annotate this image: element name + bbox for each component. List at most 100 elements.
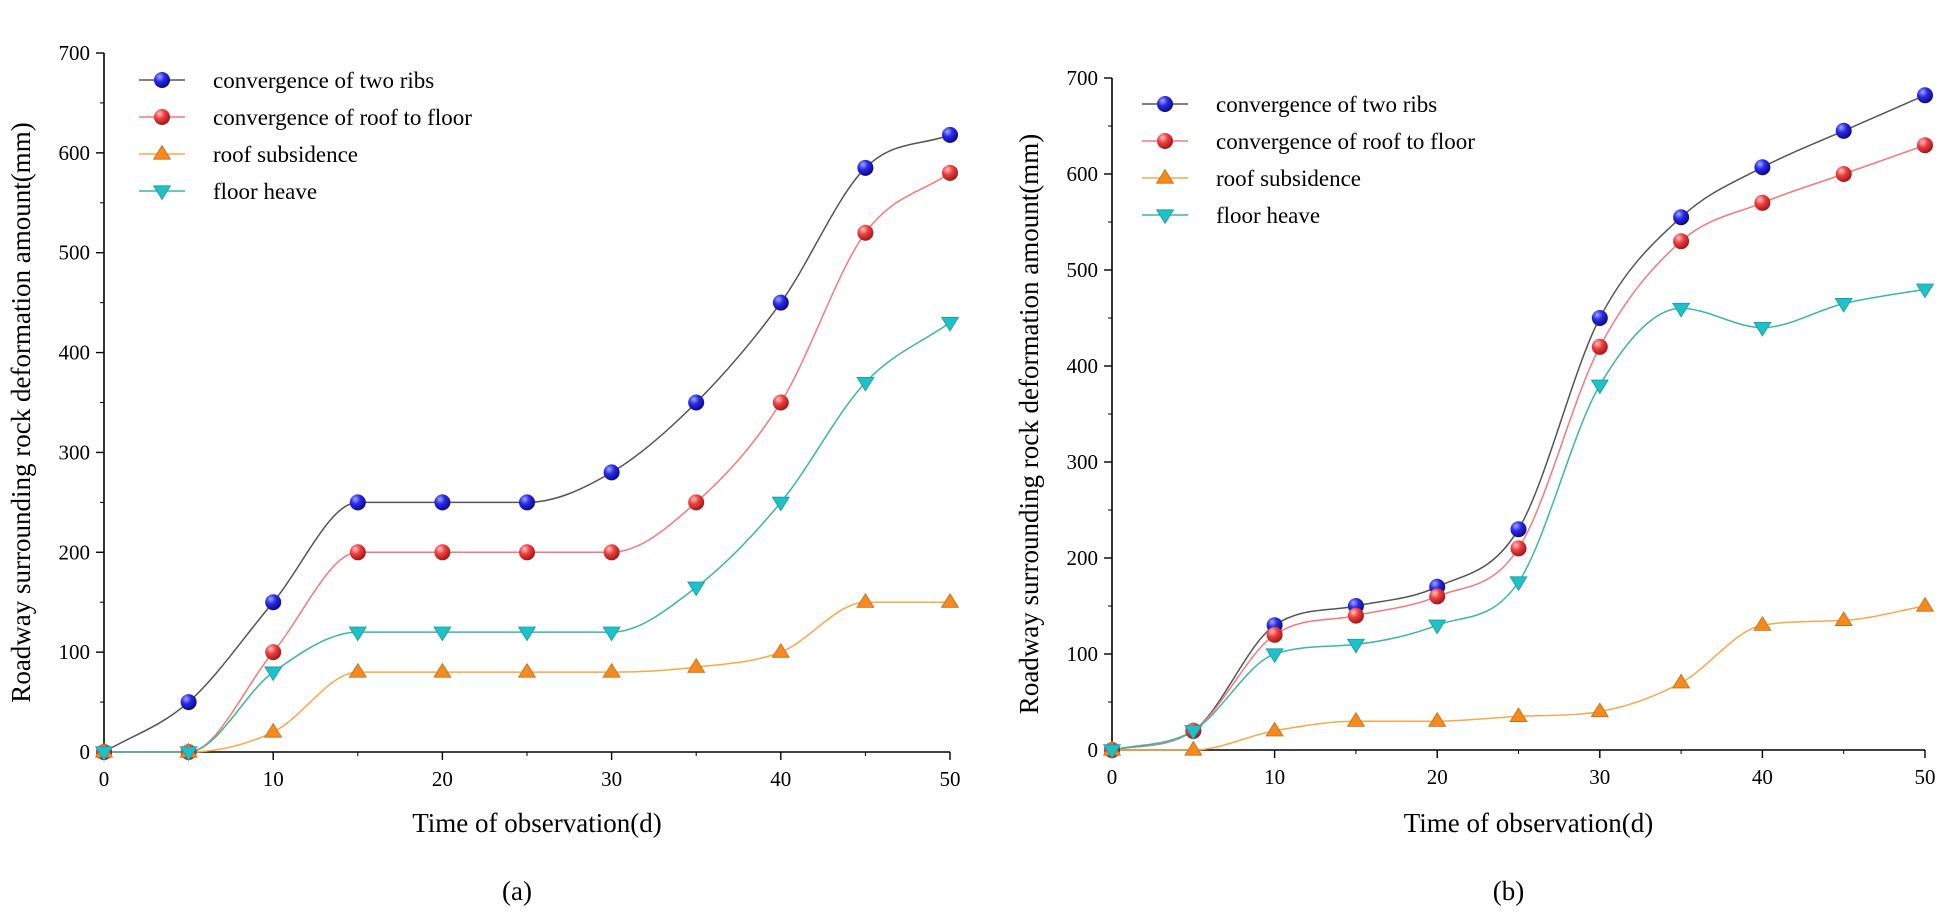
data-point-roof-subsidence-a — [264, 722, 283, 738]
data-point-floor-heave-b — [1915, 283, 1935, 299]
panel-label-b: (b) — [1493, 876, 1524, 906]
x-tick-label-b: 40 — [1752, 765, 1773, 789]
data-point-convergence-of-two-ribs-a — [349, 494, 366, 511]
data-point-floor-heave-b — [1428, 619, 1447, 635]
series-line-convergence-of-roof-to-floor-b — [1111, 144, 1926, 751]
legend-label-convergence-of-roof-to-floor-a: convergence of roof to floor — [213, 105, 472, 130]
data-point-convergence-of-roof-to-floor-a — [349, 544, 366, 561]
data-point-convergence-of-two-ribs-a — [688, 394, 705, 411]
legend-label-floor-heave-a: floor heave — [213, 179, 317, 204]
y-tick-label-b: 300 — [1067, 450, 1099, 474]
legend-marker-floor-heave-a — [152, 185, 172, 201]
data-point-floor-heave-b — [1346, 638, 1366, 654]
x-tick-label-a: 10 — [263, 767, 284, 791]
x-tick-label-b: 10 — [1264, 765, 1285, 789]
data-point-convergence-of-two-ribs-a — [603, 464, 620, 481]
x-axis-title-b: Time of observation(d) — [1404, 808, 1653, 838]
x-tick-label-b: 0 — [1107, 765, 1118, 789]
series-line-floor-heave-b — [1111, 288, 1926, 751]
legend-marker-roof-subsidence-a — [152, 144, 172, 160]
legend-item-convergence-of-roof-to-floor-b: convergence of roof to floor — [1142, 129, 1475, 154]
legend-label-roof-subsidence-a: roof subsidence — [213, 142, 358, 167]
legend-label-floor-heave-b: floor heave — [1216, 203, 1320, 228]
y-tick-label-a: 300 — [59, 440, 91, 464]
y-tick-label-b: 400 — [1067, 354, 1099, 378]
legend-label-convergence-of-roof-to-floor-b: convergence of roof to floor — [1216, 129, 1475, 154]
legend-item-floor-heave-b: floor heave — [1142, 203, 1320, 228]
x-tick-label-a: 30 — [601, 767, 622, 791]
y-tick-label-b: 200 — [1067, 546, 1099, 570]
data-point-roof-subsidence-b — [1915, 596, 1935, 612]
y-tick-label-b: 600 — [1067, 162, 1099, 186]
data-point-convergence-of-two-ribs-b — [1673, 209, 1690, 226]
data-point-floor-heave-a — [94, 746, 114, 762]
data-point-roof-subsidence-a — [940, 593, 960, 608]
legend-marker-roof-subsidence-b — [1155, 168, 1175, 184]
data-point-roof-subsidence-b — [1428, 712, 1447, 727]
data-point-convergence-of-two-ribs-b — [1917, 87, 1933, 104]
data-point-convergence-of-two-ribs-a — [265, 594, 282, 611]
y-tick-label-a: 600 — [59, 141, 91, 165]
legend-marker-convergence-of-roof-to-floor-b — [1157, 133, 1173, 149]
y-tick-label-b: 700 — [1067, 66, 1099, 90]
y-axis-title-a: Roadway surrounding rock deformation amo… — [6, 122, 36, 702]
data-point-convergence-of-roof-to-floor-a — [519, 544, 535, 561]
data-point-floor-heave-b — [1834, 298, 1853, 313]
data-point-roof-subsidence-b — [1265, 721, 1284, 737]
data-point-roof-subsidence-b — [1509, 707, 1528, 722]
y-tick-label-a: 0 — [80, 740, 91, 764]
data-point-convergence-of-roof-to-floor-b — [1429, 588, 1446, 605]
y-tick-label-a: 400 — [59, 341, 91, 365]
data-point-convergence-of-roof-to-floor-a — [857, 224, 874, 241]
data-point-convergence-of-roof-to-floor-a — [772, 394, 789, 411]
x-tick-label-b: 50 — [1915, 765, 1936, 789]
series-line-convergence-of-two-ribs-b — [1111, 94, 1926, 751]
data-point-roof-subsidence-a — [771, 642, 790, 658]
data-point-roof-subsidence-a — [856, 593, 875, 608]
legend-item-roof-subsidence-b: roof subsidence — [1142, 166, 1361, 191]
legend-marker-floor-heave-b — [1155, 209, 1175, 225]
data-point-convergence-of-two-ribs-a — [434, 494, 451, 511]
data-point-convergence-of-roof-to-floor-b — [1754, 194, 1771, 211]
data-point-convergence-of-roof-to-floor-b — [1917, 137, 1933, 154]
data-point-roof-subsidence-a — [602, 662, 621, 678]
x-tick-label-a: 0 — [99, 767, 110, 791]
data-point-roof-subsidence-b — [1590, 702, 1609, 718]
legend-marker-convergence-of-two-ribs-b — [1157, 96, 1173, 112]
y-tick-label-a: 200 — [59, 540, 91, 564]
legend-item-roof-subsidence-a: roof subsidence — [139, 142, 358, 167]
data-point-convergence-of-two-ribs-b — [1754, 159, 1771, 176]
data-point-floor-heave-b — [1265, 648, 1284, 664]
data-point-convergence-of-roof-to-floor-a — [942, 164, 958, 181]
data-point-floor-heave-a — [602, 626, 621, 642]
data-point-floor-heave-a — [517, 626, 537, 642]
x-tick-label-b: 20 — [1427, 765, 1448, 789]
data-point-floor-heave-a — [856, 376, 875, 392]
x-tick-label-a: 20 — [432, 767, 453, 791]
data-point-floor-heave-a — [179, 746, 198, 762]
data-point-floor-heave-b — [1102, 744, 1122, 760]
x-tick-label-b: 30 — [1589, 765, 1610, 789]
legend-item-floor-heave-a: floor heave — [139, 179, 317, 204]
data-point-convergence-of-roof-to-floor-b — [1266, 626, 1283, 643]
data-point-convergence-of-two-ribs-b — [1510, 521, 1527, 538]
data-point-roof-subsidence-b — [1346, 712, 1366, 727]
data-point-roof-subsidence-b — [1753, 616, 1772, 631]
data-point-floor-heave-a — [433, 626, 452, 642]
data-point-floor-heave-b — [1184, 725, 1203, 740]
y-tick-label-a: 700 — [59, 41, 91, 65]
legend-label-roof-subsidence-b: roof subsidence — [1216, 166, 1361, 191]
legend-label-convergence-of-two-ribs-a: convergence of two ribs — [213, 68, 434, 93]
y-tick-label-a: 500 — [59, 241, 91, 265]
data-point-roof-subsidence-b — [1834, 611, 1853, 626]
legend-marker-convergence-of-roof-to-floor-a — [154, 109, 170, 125]
y-tick-label-b: 500 — [1067, 258, 1099, 282]
x-axis-title-a: Time of observation(d) — [412, 808, 661, 838]
series-line-floor-heave-a — [104, 321, 951, 753]
chart-panel-b: 0 100 200 300 400 500 600 700 0 10 20 30 40 50 Time of… — [1014, 66, 1936, 906]
data-point-roof-subsidence-b — [1671, 673, 1691, 689]
data-point-convergence-of-roof-to-floor-a — [603, 544, 620, 561]
data-point-floor-heave-a — [348, 626, 367, 642]
x-tick-label-a: 40 — [770, 767, 791, 791]
data-point-convergence-of-two-ribs-a — [180, 694, 197, 711]
